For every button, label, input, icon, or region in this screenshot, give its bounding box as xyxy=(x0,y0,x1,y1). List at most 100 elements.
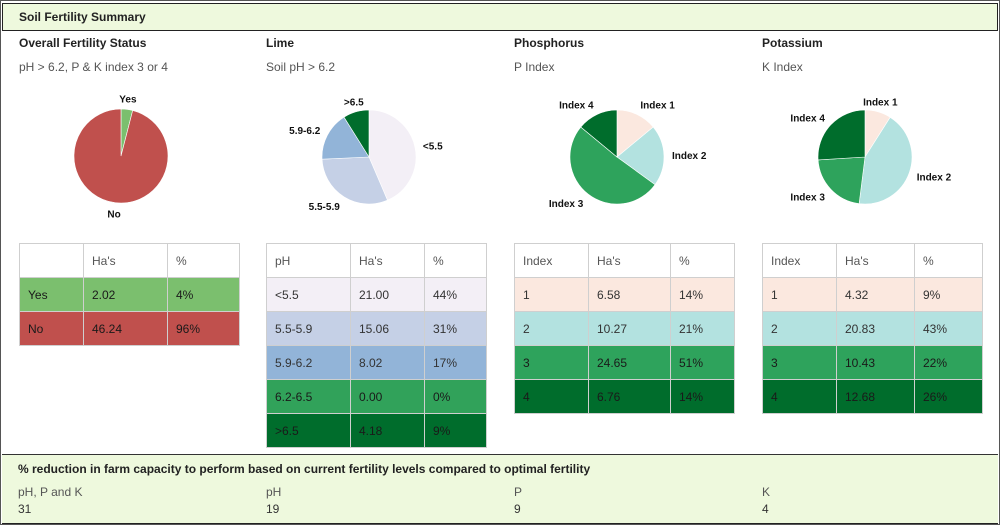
table-cell: 15.06 xyxy=(350,311,425,346)
table-row: 3 24.65 51% xyxy=(514,345,735,380)
pie-slice xyxy=(580,109,618,158)
table-row: 1 4.32 9% xyxy=(762,277,983,312)
column-header: Ha's xyxy=(83,243,168,278)
table-header-row: Index Ha's% xyxy=(762,243,983,278)
table-cell: 8.02 xyxy=(350,345,425,380)
table-header-row: Index Ha's% xyxy=(514,243,735,278)
pie-slice-label: Index 4 xyxy=(559,101,594,112)
table-cell: 46.24 xyxy=(83,311,168,346)
table-cell: 14% xyxy=(670,379,735,414)
pie-slice-label: 5.5-5.9 xyxy=(309,202,341,213)
page-title: Soil Fertility Summary xyxy=(19,10,146,24)
reduction-value: 19 xyxy=(266,502,280,516)
table-cell: 5.5-5.9 xyxy=(266,311,351,346)
pie-slice xyxy=(321,116,370,160)
pie-slice xyxy=(817,109,866,161)
column-header: pH xyxy=(266,243,351,278)
lime-table: pH Ha's% <5.5 21.00 44% 5.5-5.9 15.06 31% 5.9-6.… xyxy=(266,243,487,448)
table-cell: 51% xyxy=(670,345,735,380)
reduction-value: 31 xyxy=(18,502,32,516)
column-header: Ha's xyxy=(836,243,915,278)
pie-slice-label: Index 2 xyxy=(672,151,707,162)
summary-header: Soil Fertility Summary xyxy=(2,3,998,31)
table-cell: 12.68 xyxy=(836,379,915,414)
pie-slice-label: 5.9-6.2 xyxy=(289,126,321,137)
table-cell: 9% xyxy=(424,413,487,448)
table-cell: 24.65 xyxy=(588,345,671,380)
table-cell: 6.58 xyxy=(588,277,671,312)
table-cell: 14% xyxy=(670,277,735,312)
lime-pie-chart: <5.5 5.5-5.9 5.9-6.2 >6.5 xyxy=(289,97,443,213)
pie-slice-label: Index 2 xyxy=(917,173,952,184)
panel-subtitle: Soil pH > 6.2 xyxy=(266,60,336,74)
panel-subtitle: pH > 6.2, P & K index 3 or 4 xyxy=(19,60,168,74)
table-cell: 4 xyxy=(514,379,589,414)
table-row: Yes 2.02 4% xyxy=(19,277,240,312)
table-cell: 5.9-6.2 xyxy=(266,345,351,380)
table-cell: 44% xyxy=(424,277,487,312)
reduction-label: P xyxy=(514,485,523,499)
capacity-reduction-section: % reduction in farm capacity to perform … xyxy=(2,454,998,524)
pie-slice-label: Index 1 xyxy=(863,97,898,108)
reduction-value: 4 xyxy=(762,502,769,516)
capacity-reduction-title: % reduction in farm capacity to perform … xyxy=(18,462,591,476)
column-header: % xyxy=(914,243,983,278)
table-cell: 9% xyxy=(914,277,983,312)
table-row: 1 6.58 14% xyxy=(514,277,735,312)
table-cell: 3 xyxy=(762,345,837,380)
table-row: 5.9-6.2 8.02 17% xyxy=(266,345,487,380)
table-row: 4 6.76 14% xyxy=(514,379,735,414)
table-cell: Yes xyxy=(19,277,84,312)
table-cell: 31% xyxy=(424,311,487,346)
table-cell: 21.00 xyxy=(350,277,425,312)
pie-slice xyxy=(858,116,913,205)
reduction-label: pH xyxy=(266,485,282,499)
table-cell: 2 xyxy=(762,311,837,346)
pie-slice-label: Index 3 xyxy=(549,199,584,210)
table-header-row: Ha's% xyxy=(19,243,240,278)
pie-slice xyxy=(616,126,665,186)
column-header: Ha's xyxy=(588,243,671,278)
pie-slice xyxy=(569,126,656,205)
table-row: <5.5 21.00 44% xyxy=(266,277,487,312)
table-row: 5.5-5.9 15.06 31% xyxy=(266,311,487,346)
table-cell: 2 xyxy=(514,311,589,346)
pie-slice-label: >6.5 xyxy=(344,97,364,108)
potassium-table: Index Ha's% 1 4.32 9% 2 20.83 43% 3 10.43 22% 4 12.6… xyxy=(762,243,983,414)
table-row: 2 20.83 43% xyxy=(762,311,983,346)
pie-slice xyxy=(368,109,417,201)
panel-subtitle: P Index xyxy=(514,60,555,74)
pie-slice xyxy=(343,109,370,159)
panel-title: Phosphorus xyxy=(514,36,585,50)
table-cell: 10.27 xyxy=(588,311,671,346)
pie-slice-label: Index 3 xyxy=(790,193,825,204)
table-cell: 4 xyxy=(762,379,837,414)
phosphorus-pie-chart: Index 1 Index 2 Index 3 Index 4 xyxy=(549,101,707,210)
table-row: 4 12.68 26% xyxy=(762,379,983,414)
table-cell: No xyxy=(19,311,84,346)
panel-lime: Lime Soil pH > 6.2 <5.5 5.5-5.9 5.9-6.2 >6.… xyxy=(266,31,506,451)
table-cell: <5.5 xyxy=(266,277,351,312)
table-cell: 1 xyxy=(762,277,837,312)
table-cell: 1 xyxy=(514,277,589,312)
pie-slice-label: No xyxy=(107,210,120,221)
panel-phosphorus: Phosphorus P Index Index 1 Index 2 Index 3… xyxy=(514,31,754,451)
panel-title: Overall Fertility Status xyxy=(19,36,147,50)
table-cell: 10.43 xyxy=(836,345,915,380)
table-cell: >6.5 xyxy=(266,413,351,448)
column-header: Ha's xyxy=(350,243,425,278)
table-cell: 2.02 xyxy=(83,277,168,312)
table-cell: 17% xyxy=(424,345,487,380)
column-header xyxy=(19,243,84,278)
panel-title: Lime xyxy=(266,36,295,50)
column-header: Index xyxy=(762,243,837,278)
table-cell: 0% xyxy=(424,379,487,414)
table-header-row: pH Ha's% xyxy=(266,243,487,278)
reduction-value: 9 xyxy=(514,502,521,516)
table-cell: 21% xyxy=(670,311,735,346)
table-cell: 26% xyxy=(914,379,983,414)
table-row: >6.5 4.18 9% xyxy=(266,413,487,448)
table-row: 6.2-6.5 0.00 0% xyxy=(266,379,487,414)
overall-fertility-table: Ha's% Yes 2.02 4% No 46.24 96% xyxy=(19,243,240,346)
panel-overall-fertility: Overall Fertility Status pH > 6.2, P & K… xyxy=(19,31,259,451)
